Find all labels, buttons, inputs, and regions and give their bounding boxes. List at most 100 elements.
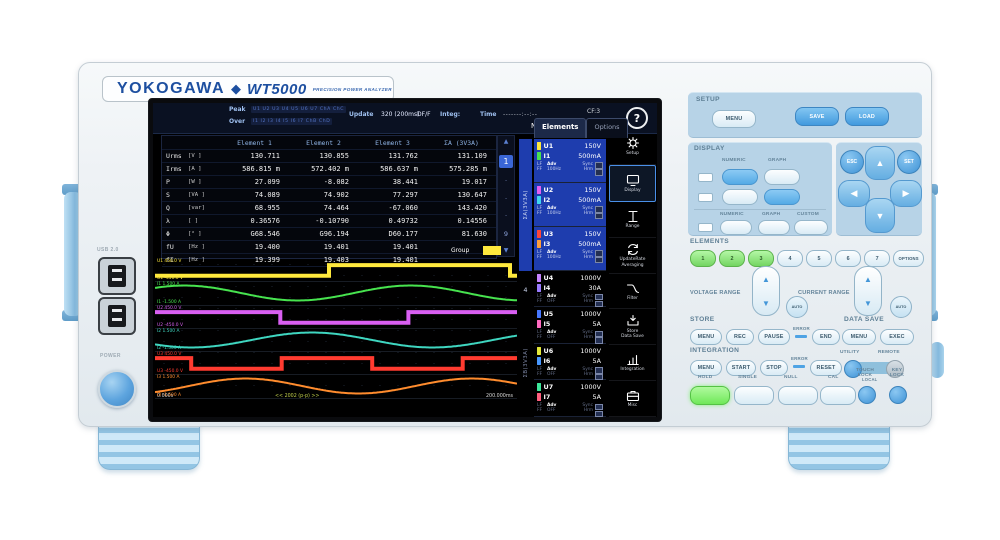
i-color-swatch	[537, 152, 541, 160]
numeric-button[interactable]	[720, 220, 752, 235]
menu-display[interactable]: Display	[609, 164, 656, 202]
display-row2-graph-button[interactable]	[764, 189, 800, 205]
time-end: 200.000ms	[485, 394, 513, 399]
element-key-2[interactable]: 2	[719, 250, 746, 267]
touchscreen[interactable]: Peak Over U1 U2 U3 U4 U5 U6 U7 ChA ChC I…	[153, 103, 657, 417]
page-selector[interactable]: ▲ 1 · · · 9 ▼	[497, 135, 515, 257]
element-entry[interactable]: U5 1000V I5 5A LF FF Adv OFF Sync Hrm	[534, 307, 606, 344]
menu-updaterate[interactable]: UpdateRate Averaging	[609, 238, 656, 274]
menu-misc[interactable]: Misc	[609, 381, 656, 417]
i-channel-label: I4	[543, 283, 551, 292]
u-color-swatch	[537, 142, 541, 150]
help-icon[interactable]: ?	[626, 107, 648, 129]
display-row2-numeric-button[interactable]	[722, 189, 758, 205]
up-arrow-button[interactable]: ▲	[865, 146, 895, 180]
store-rec-button[interactable]: REC	[726, 329, 754, 345]
utility-button[interactable]	[844, 360, 862, 378]
menu-filter[interactable]: Filter	[609, 274, 656, 310]
display-row2-led	[698, 193, 713, 202]
numeric-column-label: NUMERIC	[722, 158, 746, 163]
cal-button[interactable]	[820, 386, 856, 405]
menu-setup[interactable]: Setup	[609, 129, 656, 165]
down-arrow-button[interactable]: ▼	[865, 198, 895, 233]
power-button[interactable]	[98, 370, 136, 408]
esc-button[interactable]: ESC	[840, 150, 864, 174]
voltage-auto-button[interactable]: AUTO	[786, 296, 808, 318]
sync-source: Adv OFF	[547, 366, 557, 377]
menu-integration[interactable]: Integration	[609, 345, 656, 382]
element-key-1[interactable]: 1	[690, 250, 717, 267]
store-end-button[interactable]: END	[812, 329, 840, 345]
page-item[interactable]: 9	[503, 229, 509, 238]
current-auto-button[interactable]: AUTO	[890, 296, 912, 318]
cell-value: 131.762	[388, 152, 418, 160]
data-save-exec-button[interactable]: EXEC	[880, 329, 914, 345]
page-item[interactable]: ·	[504, 177, 508, 185]
u-color-swatch	[537, 383, 541, 392]
custom-button-label: CUSTOM	[797, 212, 819, 217]
left-arrow-button[interactable]: ◀	[838, 180, 870, 207]
store-menu-button[interactable]: MENU	[690, 329, 722, 345]
menu-item-label: Display	[624, 188, 641, 194]
null-button[interactable]	[778, 386, 818, 405]
scale-min-label: U2 -450.0 V	[157, 322, 183, 328]
i-range-value: 5A	[592, 393, 601, 402]
page-item[interactable]: 1	[499, 154, 513, 168]
tab-elements[interactable]: Elements	[534, 118, 587, 138]
element-entry[interactable]: U1 150V I1 500mA LF FF Adv 100Hz Sync Hrm	[534, 139, 606, 183]
element-key-6[interactable]: 6	[835, 250, 862, 267]
element-entry[interactable]: U6 1000V I6 5A LF FF Adv OFF Sync Hrm	[534, 344, 606, 381]
tab-options[interactable]: Options	[586, 118, 628, 138]
graph-button[interactable]	[758, 220, 790, 235]
element-entry[interactable]: U3 150V I3 500mA LF FF Adv 100Hz Sync Hrm	[534, 226, 606, 271]
menu-range[interactable]: Range	[609, 202, 656, 238]
cell-value: D60.177	[388, 230, 418, 238]
load-button[interactable]: LOAD	[845, 107, 889, 126]
display-row1-numeric-button[interactable]	[722, 169, 758, 185]
save-button[interactable]: SAVE	[795, 107, 839, 126]
single-button[interactable]	[734, 386, 774, 405]
integration-reset-button[interactable]: RESET	[810, 360, 842, 376]
set-button[interactable]: SET	[897, 150, 921, 174]
element-key-4[interactable]: 4	[777, 250, 804, 267]
element-key-3[interactable]: 3	[748, 250, 775, 267]
cell-value: 131.109	[457, 152, 487, 160]
right-arrow-button[interactable]: ▶	[890, 180, 922, 207]
page-item[interactable]: ·	[504, 212, 508, 220]
integration-menu-button[interactable]: MENU	[690, 360, 722, 376]
display-icon	[626, 175, 639, 187]
cell-value: 19.400	[254, 243, 280, 251]
custom-button[interactable]	[794, 220, 828, 235]
page-up-icon[interactable]: ▲	[503, 138, 509, 145]
page-item[interactable]: ·	[504, 194, 508, 203]
i3-trace	[154, 377, 518, 395]
sync-boxes	[593, 403, 603, 417]
integration-icon	[626, 355, 639, 366]
element-key-5[interactable]: 5	[806, 250, 833, 267]
setup-menu-button[interactable]: MENU	[712, 110, 756, 128]
store-pause-button[interactable]: PAUSE	[758, 329, 790, 345]
menu-store[interactable]: Store Data Save	[609, 309, 656, 346]
element-entry[interactable]: U4 1000V I4 30A LF FF Adv OFF Sync Hrm	[534, 271, 606, 308]
over-label: Over	[229, 118, 246, 125]
element-entry[interactable]: U7 1000V I7 5A LF FF Adv OFF Sync Hrm	[534, 380, 606, 417]
hold-button[interactable]	[690, 386, 730, 405]
key-lock-button[interactable]	[889, 386, 907, 404]
touch-lock-button[interactable]	[858, 386, 876, 404]
current-range-rocker[interactable]: ▲ ▼	[854, 266, 882, 316]
data-save-menu-button[interactable]: MENU	[842, 329, 876, 345]
cell-value: 130.711	[250, 152, 280, 160]
integration-start-button[interactable]: START	[726, 360, 756, 376]
filter-flags: LF FF	[537, 162, 543, 173]
remote-button[interactable]	[886, 360, 904, 378]
options-key[interactable]: OPTIONS	[893, 250, 925, 267]
element-entry[interactable]: U2 150V I2 500mA LF FF Adv 100Hz Sync Hrm	[534, 182, 606, 227]
integration-stop-button[interactable]: STOP	[760, 360, 788, 376]
row-unit: [ ]	[188, 218, 199, 224]
page-down-icon[interactable]: ▼	[503, 247, 509, 254]
store-error-led	[795, 335, 807, 338]
element-key-7[interactable]: 7	[864, 250, 891, 267]
record-length: << 2002 (p-p) >>	[275, 394, 320, 399]
display-row1-graph-button[interactable]	[764, 169, 800, 185]
voltage-range-rocker[interactable]: ▲ ▼	[752, 266, 780, 316]
